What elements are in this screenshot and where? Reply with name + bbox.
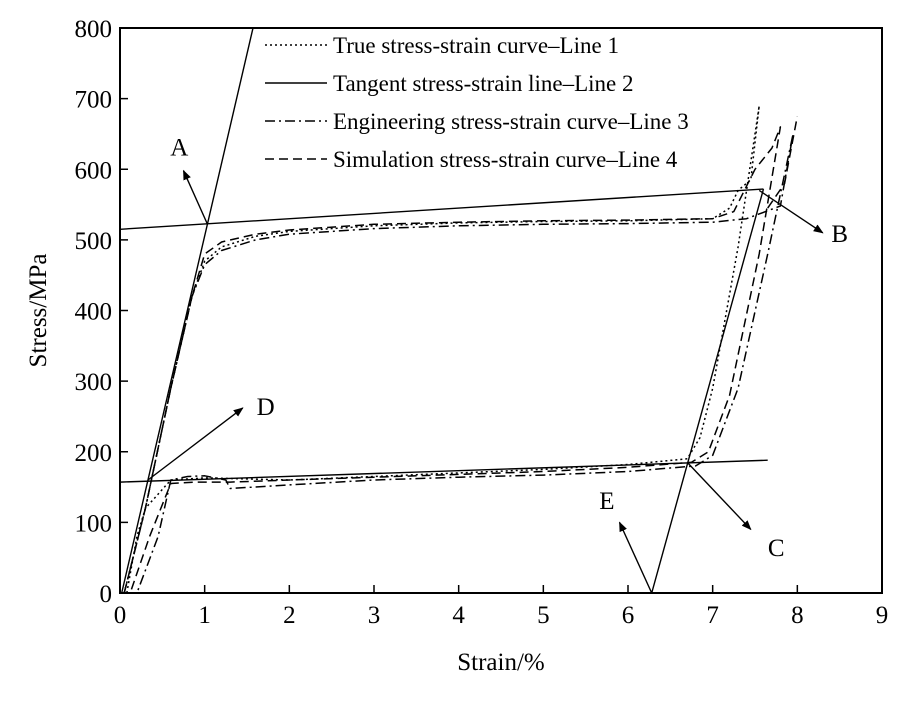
annotation-arrow [147, 407, 244, 481]
tangent-line [120, 188, 764, 230]
point-annotations: A B C D E [147, 135, 848, 594]
x-tick-label: 4 [452, 602, 465, 629]
point-label-d: D [257, 394, 275, 421]
y-tick-label: 200 [75, 440, 113, 467]
x-tick-label: 2 [283, 602, 296, 629]
point-label-e: E [599, 488, 614, 515]
series-line-dashdot [123, 133, 794, 593]
legend-label: Engineering stress-strain curve–Line 3 [333, 109, 689, 134]
series-line-dotted [123, 104, 760, 593]
legend-label: Tangent stress-strain line–Line 2 [333, 71, 634, 96]
legend-label: True stress-strain curve–Line 1 [333, 33, 619, 58]
series-line-dashed [767, 116, 799, 209]
tangent-line [651, 188, 765, 593]
legend-label: Simulation stress-strain curve–Line 4 [333, 147, 678, 172]
point-label-a: A [170, 135, 188, 162]
x-tick-label: 0 [114, 602, 127, 629]
y-tick-label: 0 [100, 581, 113, 608]
x-tick-label: 1 [198, 602, 211, 629]
tangent-line [120, 459, 768, 483]
y-tick-label: 500 [75, 228, 113, 255]
y-tick-label: 700 [75, 87, 113, 114]
x-tick-label: 9 [876, 602, 889, 629]
y-axis-title: Stress/MPa [25, 254, 52, 368]
y-tick-label: 400 [75, 299, 113, 326]
annotation-arrow [758, 189, 824, 234]
tangent-line [121, 28, 254, 593]
annotation-arrow [686, 461, 752, 531]
x-tick-label: 6 [622, 602, 635, 629]
annotation-arrow [182, 169, 208, 224]
series-line-dashed [123, 126, 782, 593]
point-label-c: C [768, 535, 785, 562]
axis-ticks: 0 1 2 3 4 5 6 7 8 9 0 100 200 300 400 500 600 700 800 [75, 16, 889, 629]
x-axis-title: Strain/% [457, 649, 545, 676]
point-label-b: B [831, 221, 848, 248]
y-tick-label: 800 [75, 16, 113, 43]
x-tick-label: 7 [706, 602, 719, 629]
y-tick-label: 600 [75, 157, 113, 184]
y-tick-label: 300 [75, 369, 113, 396]
y-tick-label: 100 [75, 510, 113, 537]
annotation-arrow [618, 521, 653, 594]
legend: True stress-strain curve–Line 1 Tangent s… [265, 33, 689, 172]
x-tick-label: 8 [791, 602, 804, 629]
data-series [123, 104, 799, 593]
x-tick-label: 5 [537, 602, 550, 629]
x-tick-label: 3 [368, 602, 381, 629]
tangent-lines [120, 28, 768, 593]
